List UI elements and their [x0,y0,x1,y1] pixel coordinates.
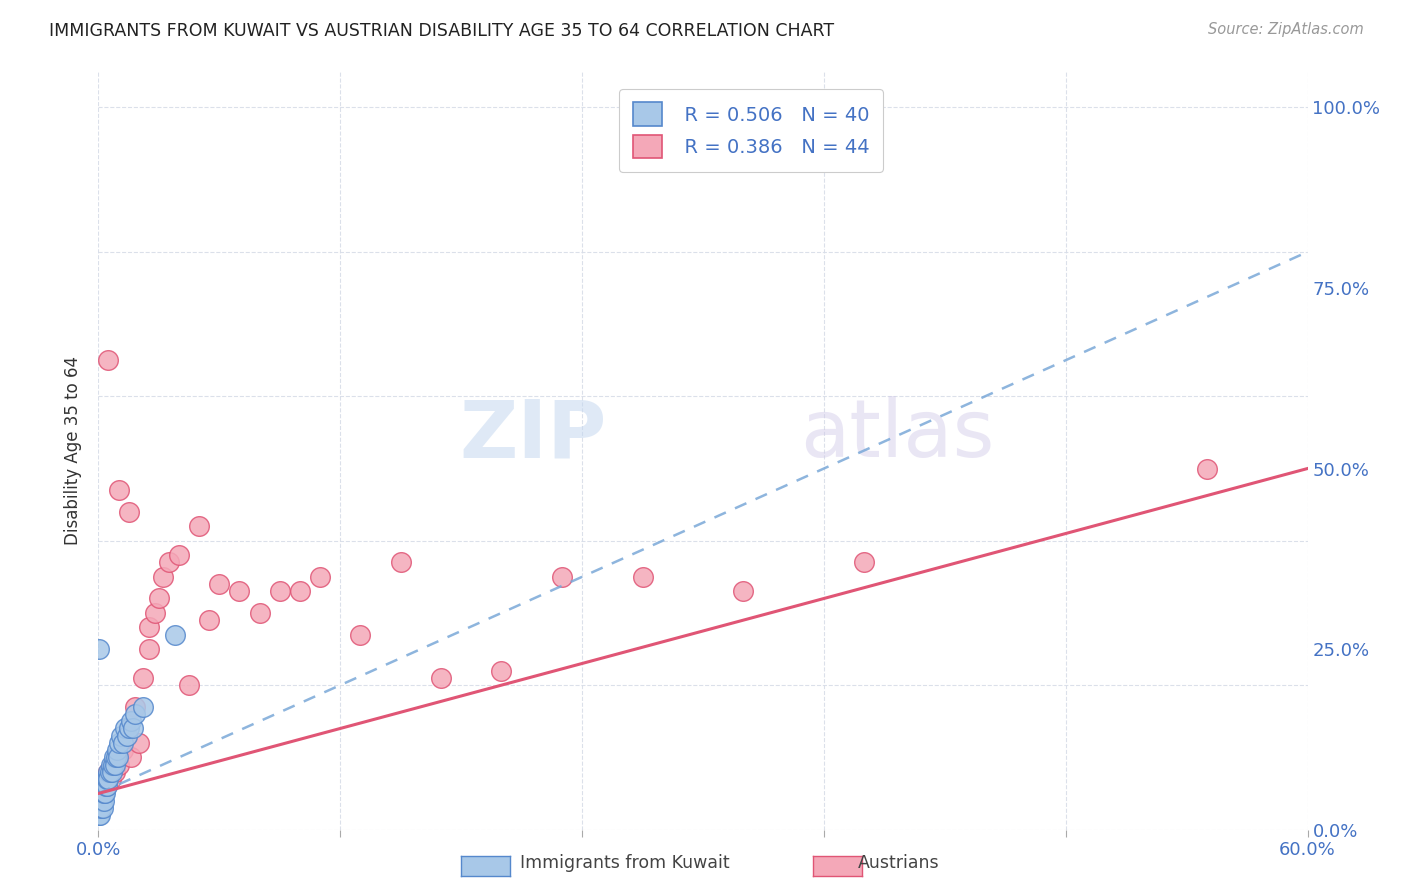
Text: Immigrants from Kuwait: Immigrants from Kuwait [520,855,730,872]
Point [132,699,155,714]
Point [143,606,166,620]
Point [101,757,124,772]
Point [94,779,117,793]
Point [96,779,118,793]
Point [103,764,125,779]
Text: atlas: atlas [800,396,994,475]
Point [97,764,120,779]
Point [152,570,174,584]
Point [107,736,129,750]
Point [120,714,142,729]
Point [107,750,129,764]
Point [309,570,332,584]
Point [1195,461,1218,475]
Point [89,642,111,657]
Point [249,606,271,620]
Point [93,772,115,786]
Point [631,570,654,584]
Point [100,764,122,779]
Point [91,801,114,815]
Text: ZIP: ZIP [458,396,606,475]
Point [114,722,136,736]
Point [97,772,120,786]
Point [157,555,180,569]
Point [167,548,190,562]
Point [111,743,134,757]
Point [138,642,160,657]
Point [104,750,127,764]
Point [288,584,311,599]
Point [491,664,513,678]
Point [90,801,112,815]
Point [94,779,117,793]
Point [91,779,114,793]
Point [115,729,138,743]
Point [228,584,250,599]
Point [89,787,111,801]
Point [101,757,124,772]
Point [89,801,111,815]
Point [105,750,128,764]
Point [389,555,412,569]
Point [103,750,125,764]
Point [110,729,132,743]
Point [97,353,120,368]
Point [105,743,128,757]
Point [733,584,755,599]
Point [89,808,111,822]
Text: Austrians: Austrians [858,855,939,872]
Point [96,772,118,786]
Point [96,779,118,793]
Point [103,757,125,772]
Point [208,577,231,591]
Point [100,772,122,786]
Point [138,620,160,634]
Point [148,591,170,606]
Point [349,627,371,641]
Point [107,483,129,498]
Point [89,808,111,822]
Point [128,736,150,750]
Point [118,505,141,519]
Point [179,678,201,692]
Point [115,729,138,743]
Point [853,555,876,569]
Legend:   R = 0.506   N = 40,   R = 0.386   N = 44: R = 0.506 N = 40, R = 0.386 N = 44 [620,88,883,172]
Point [94,787,117,801]
Text: IMMIGRANTS FROM KUWAIT VS AUSTRIAN DISABILITY AGE 35 TO 64 CORRELATION CHART: IMMIGRANTS FROM KUWAIT VS AUSTRIAN DISAB… [49,22,834,40]
Point [96,772,118,786]
Point [97,764,120,779]
Point [90,794,112,808]
Point [93,787,115,801]
Text: Source: ZipAtlas.com: Source: ZipAtlas.com [1208,22,1364,37]
Point [124,699,146,714]
Point [91,787,114,801]
Point [118,722,141,736]
Point [132,671,155,685]
Point [124,706,146,721]
Point [107,757,129,772]
Point [98,764,121,779]
Point [100,757,122,772]
Point [91,794,114,808]
Point [93,794,115,808]
Point [120,750,142,764]
Point [269,584,291,599]
Point [188,519,211,533]
Point [198,613,221,627]
Point [163,627,186,641]
Point [430,671,453,685]
Y-axis label: Disability Age 35 to 64: Disability Age 35 to 64 [65,356,83,545]
Point [93,787,115,801]
Point [111,736,134,750]
Point [121,722,143,736]
Point [551,570,574,584]
